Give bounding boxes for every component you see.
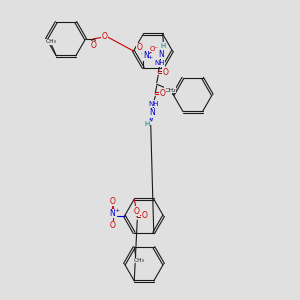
Text: CH₃: CH₃	[133, 258, 144, 263]
Text: H: H	[160, 43, 165, 49]
Text: NH: NH	[154, 60, 165, 66]
Text: +: +	[148, 56, 153, 61]
Text: O: O	[142, 211, 148, 220]
Text: CH₂: CH₂	[164, 88, 176, 93]
Text: N: N	[158, 50, 164, 59]
Text: O: O	[101, 32, 107, 41]
Text: O: O	[110, 221, 116, 230]
Text: N: N	[149, 108, 155, 117]
Text: O: O	[110, 196, 116, 206]
Text: NH: NH	[148, 101, 159, 107]
Text: O⁻: O⁻	[150, 46, 159, 52]
Text: O: O	[134, 207, 140, 216]
Text: H: H	[145, 121, 150, 127]
Text: N: N	[110, 209, 116, 218]
Text: +: +	[114, 208, 120, 212]
Text: O: O	[163, 68, 169, 77]
Text: N: N	[143, 51, 148, 60]
Text: O: O	[91, 41, 97, 50]
Text: O: O	[137, 43, 142, 52]
Text: O: O	[160, 89, 166, 98]
Text: CH₃: CH₃	[45, 39, 56, 44]
